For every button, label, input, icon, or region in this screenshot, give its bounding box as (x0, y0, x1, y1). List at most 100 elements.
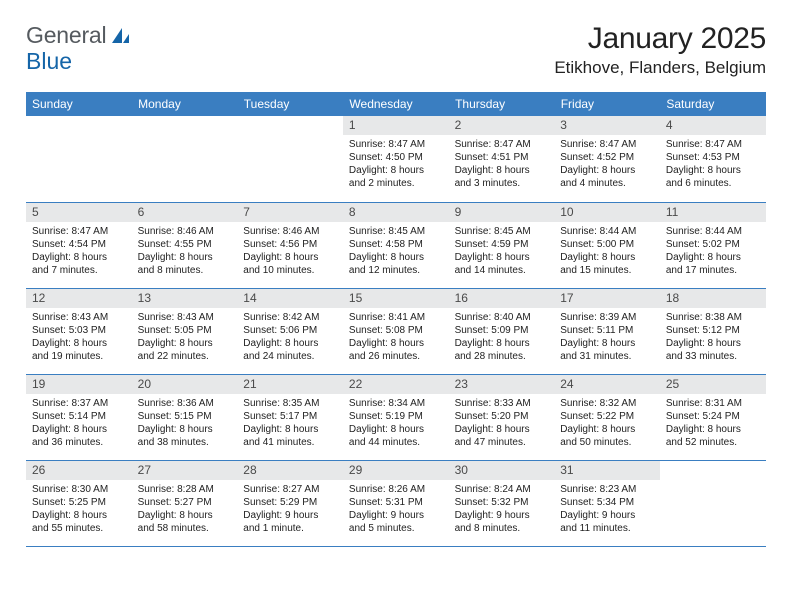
day-details: Sunrise: 8:47 AMSunset: 4:52 PMDaylight:… (554, 135, 660, 194)
day-number: 12 (26, 289, 132, 308)
calendar-cell: 28Sunrise: 8:27 AMSunset: 5:29 PMDayligh… (237, 460, 343, 546)
calendar-cell (26, 116, 132, 202)
weekday-wednesday: Wednesday (343, 92, 449, 116)
calendar-cell: 26Sunrise: 8:30 AMSunset: 5:25 PMDayligh… (26, 460, 132, 546)
day-number: 5 (26, 203, 132, 222)
day-details (26, 120, 132, 127)
day-details: Sunrise: 8:31 AMSunset: 5:24 PMDaylight:… (660, 394, 766, 453)
day-details: Sunrise: 8:47 AMSunset: 4:54 PMDaylight:… (26, 222, 132, 281)
day-number: 23 (449, 375, 555, 394)
day-number: 29 (343, 461, 449, 480)
calendar-cell: 17Sunrise: 8:39 AMSunset: 5:11 PMDayligh… (554, 288, 660, 374)
calendar-cell: 24Sunrise: 8:32 AMSunset: 5:22 PMDayligh… (554, 374, 660, 460)
calendar-cell: 21Sunrise: 8:35 AMSunset: 5:17 PMDayligh… (237, 374, 343, 460)
day-number: 20 (132, 375, 238, 394)
day-details: Sunrise: 8:33 AMSunset: 5:20 PMDaylight:… (449, 394, 555, 453)
day-number: 8 (343, 203, 449, 222)
calendar-cell: 16Sunrise: 8:40 AMSunset: 5:09 PMDayligh… (449, 288, 555, 374)
calendar-cell: 14Sunrise: 8:42 AMSunset: 5:06 PMDayligh… (237, 288, 343, 374)
day-details: Sunrise: 8:43 AMSunset: 5:03 PMDaylight:… (26, 308, 132, 367)
day-number: 19 (26, 375, 132, 394)
calendar-cell: 29Sunrise: 8:26 AMSunset: 5:31 PMDayligh… (343, 460, 449, 546)
day-number: 7 (237, 203, 343, 222)
day-details: Sunrise: 8:37 AMSunset: 5:14 PMDaylight:… (26, 394, 132, 453)
calendar-cell: 23Sunrise: 8:33 AMSunset: 5:20 PMDayligh… (449, 374, 555, 460)
day-details: Sunrise: 8:35 AMSunset: 5:17 PMDaylight:… (237, 394, 343, 453)
calendar-cell (660, 460, 766, 546)
calendar-row: 5Sunrise: 8:47 AMSunset: 4:54 PMDaylight… (26, 202, 766, 288)
day-details: Sunrise: 8:40 AMSunset: 5:09 PMDaylight:… (449, 308, 555, 367)
location-text: Etikhove, Flanders, Belgium (554, 58, 766, 78)
day-number: 26 (26, 461, 132, 480)
calendar-cell: 1Sunrise: 8:47 AMSunset: 4:50 PMDaylight… (343, 116, 449, 202)
day-number: 24 (554, 375, 660, 394)
day-details: Sunrise: 8:27 AMSunset: 5:29 PMDaylight:… (237, 480, 343, 539)
day-details: Sunrise: 8:32 AMSunset: 5:22 PMDaylight:… (554, 394, 660, 453)
calendar-cell: 9Sunrise: 8:45 AMSunset: 4:59 PMDaylight… (449, 202, 555, 288)
day-number: 17 (554, 289, 660, 308)
calendar-cell: 18Sunrise: 8:38 AMSunset: 5:12 PMDayligh… (660, 288, 766, 374)
logo-sail-icon (110, 26, 132, 48)
weekday-tuesday: Tuesday (237, 92, 343, 116)
calendar-cell: 6Sunrise: 8:46 AMSunset: 4:55 PMDaylight… (132, 202, 238, 288)
calendar-row: 12Sunrise: 8:43 AMSunset: 5:03 PMDayligh… (26, 288, 766, 374)
day-number: 3 (554, 116, 660, 135)
day-details: Sunrise: 8:47 AMSunset: 4:50 PMDaylight:… (343, 135, 449, 194)
day-details: Sunrise: 8:39 AMSunset: 5:11 PMDaylight:… (554, 308, 660, 367)
day-details: Sunrise: 8:44 AMSunset: 5:00 PMDaylight:… (554, 222, 660, 281)
day-number: 18 (660, 289, 766, 308)
day-details: Sunrise: 8:42 AMSunset: 5:06 PMDaylight:… (237, 308, 343, 367)
calendar-row: 26Sunrise: 8:30 AMSunset: 5:25 PMDayligh… (26, 460, 766, 546)
calendar-cell (237, 116, 343, 202)
day-details: Sunrise: 8:44 AMSunset: 5:02 PMDaylight:… (660, 222, 766, 281)
day-number: 31 (554, 461, 660, 480)
weekday-header-row: Sunday Monday Tuesday Wednesday Thursday… (26, 92, 766, 116)
day-details: Sunrise: 8:46 AMSunset: 4:55 PMDaylight:… (132, 222, 238, 281)
logo-word-1: General (26, 22, 106, 49)
day-number: 21 (237, 375, 343, 394)
day-details: Sunrise: 8:23 AMSunset: 5:34 PMDaylight:… (554, 480, 660, 539)
calendar-cell: 3Sunrise: 8:47 AMSunset: 4:52 PMDaylight… (554, 116, 660, 202)
logo-word-2: Blue (26, 48, 72, 75)
day-number: 16 (449, 289, 555, 308)
calendar-cell: 30Sunrise: 8:24 AMSunset: 5:32 PMDayligh… (449, 460, 555, 546)
title-block: January 2025 Etikhove, Flanders, Belgium (554, 22, 766, 78)
day-number: 28 (237, 461, 343, 480)
day-details: Sunrise: 8:47 AMSunset: 4:51 PMDaylight:… (449, 135, 555, 194)
weekday-saturday: Saturday (660, 92, 766, 116)
calendar-cell: 25Sunrise: 8:31 AMSunset: 5:24 PMDayligh… (660, 374, 766, 460)
day-details: Sunrise: 8:47 AMSunset: 4:53 PMDaylight:… (660, 135, 766, 194)
day-details: Sunrise: 8:43 AMSunset: 5:05 PMDaylight:… (132, 308, 238, 367)
calendar-cell: 15Sunrise: 8:41 AMSunset: 5:08 PMDayligh… (343, 288, 449, 374)
day-details: Sunrise: 8:46 AMSunset: 4:56 PMDaylight:… (237, 222, 343, 281)
day-number: 11 (660, 203, 766, 222)
day-number: 4 (660, 116, 766, 135)
day-number: 2 (449, 116, 555, 135)
day-details: Sunrise: 8:38 AMSunset: 5:12 PMDaylight:… (660, 308, 766, 367)
calendar-cell: 13Sunrise: 8:43 AMSunset: 5:05 PMDayligh… (132, 288, 238, 374)
day-details: Sunrise: 8:45 AMSunset: 4:58 PMDaylight:… (343, 222, 449, 281)
day-details (132, 120, 238, 127)
day-number: 13 (132, 289, 238, 308)
day-details: Sunrise: 8:36 AMSunset: 5:15 PMDaylight:… (132, 394, 238, 453)
day-number: 27 (132, 461, 238, 480)
header: General January 2025 Etikhove, Flanders,… (26, 22, 766, 78)
logo: General (26, 22, 132, 49)
calendar-cell: 22Sunrise: 8:34 AMSunset: 5:19 PMDayligh… (343, 374, 449, 460)
day-details: Sunrise: 8:24 AMSunset: 5:32 PMDaylight:… (449, 480, 555, 539)
calendar-cell: 31Sunrise: 8:23 AMSunset: 5:34 PMDayligh… (554, 460, 660, 546)
calendar-cell: 20Sunrise: 8:36 AMSunset: 5:15 PMDayligh… (132, 374, 238, 460)
weekday-monday: Monday (132, 92, 238, 116)
calendar-cell (132, 116, 238, 202)
calendar-row: 19Sunrise: 8:37 AMSunset: 5:14 PMDayligh… (26, 374, 766, 460)
calendar-cell: 12Sunrise: 8:43 AMSunset: 5:03 PMDayligh… (26, 288, 132, 374)
day-number: 25 (660, 375, 766, 394)
calendar-cell: 27Sunrise: 8:28 AMSunset: 5:27 PMDayligh… (132, 460, 238, 546)
day-details: Sunrise: 8:34 AMSunset: 5:19 PMDaylight:… (343, 394, 449, 453)
day-details (660, 465, 766, 472)
day-details: Sunrise: 8:26 AMSunset: 5:31 PMDaylight:… (343, 480, 449, 539)
calendar-cell: 2Sunrise: 8:47 AMSunset: 4:51 PMDaylight… (449, 116, 555, 202)
calendar-cell: 19Sunrise: 8:37 AMSunset: 5:14 PMDayligh… (26, 374, 132, 460)
day-number: 15 (343, 289, 449, 308)
calendar-cell: 5Sunrise: 8:47 AMSunset: 4:54 PMDaylight… (26, 202, 132, 288)
